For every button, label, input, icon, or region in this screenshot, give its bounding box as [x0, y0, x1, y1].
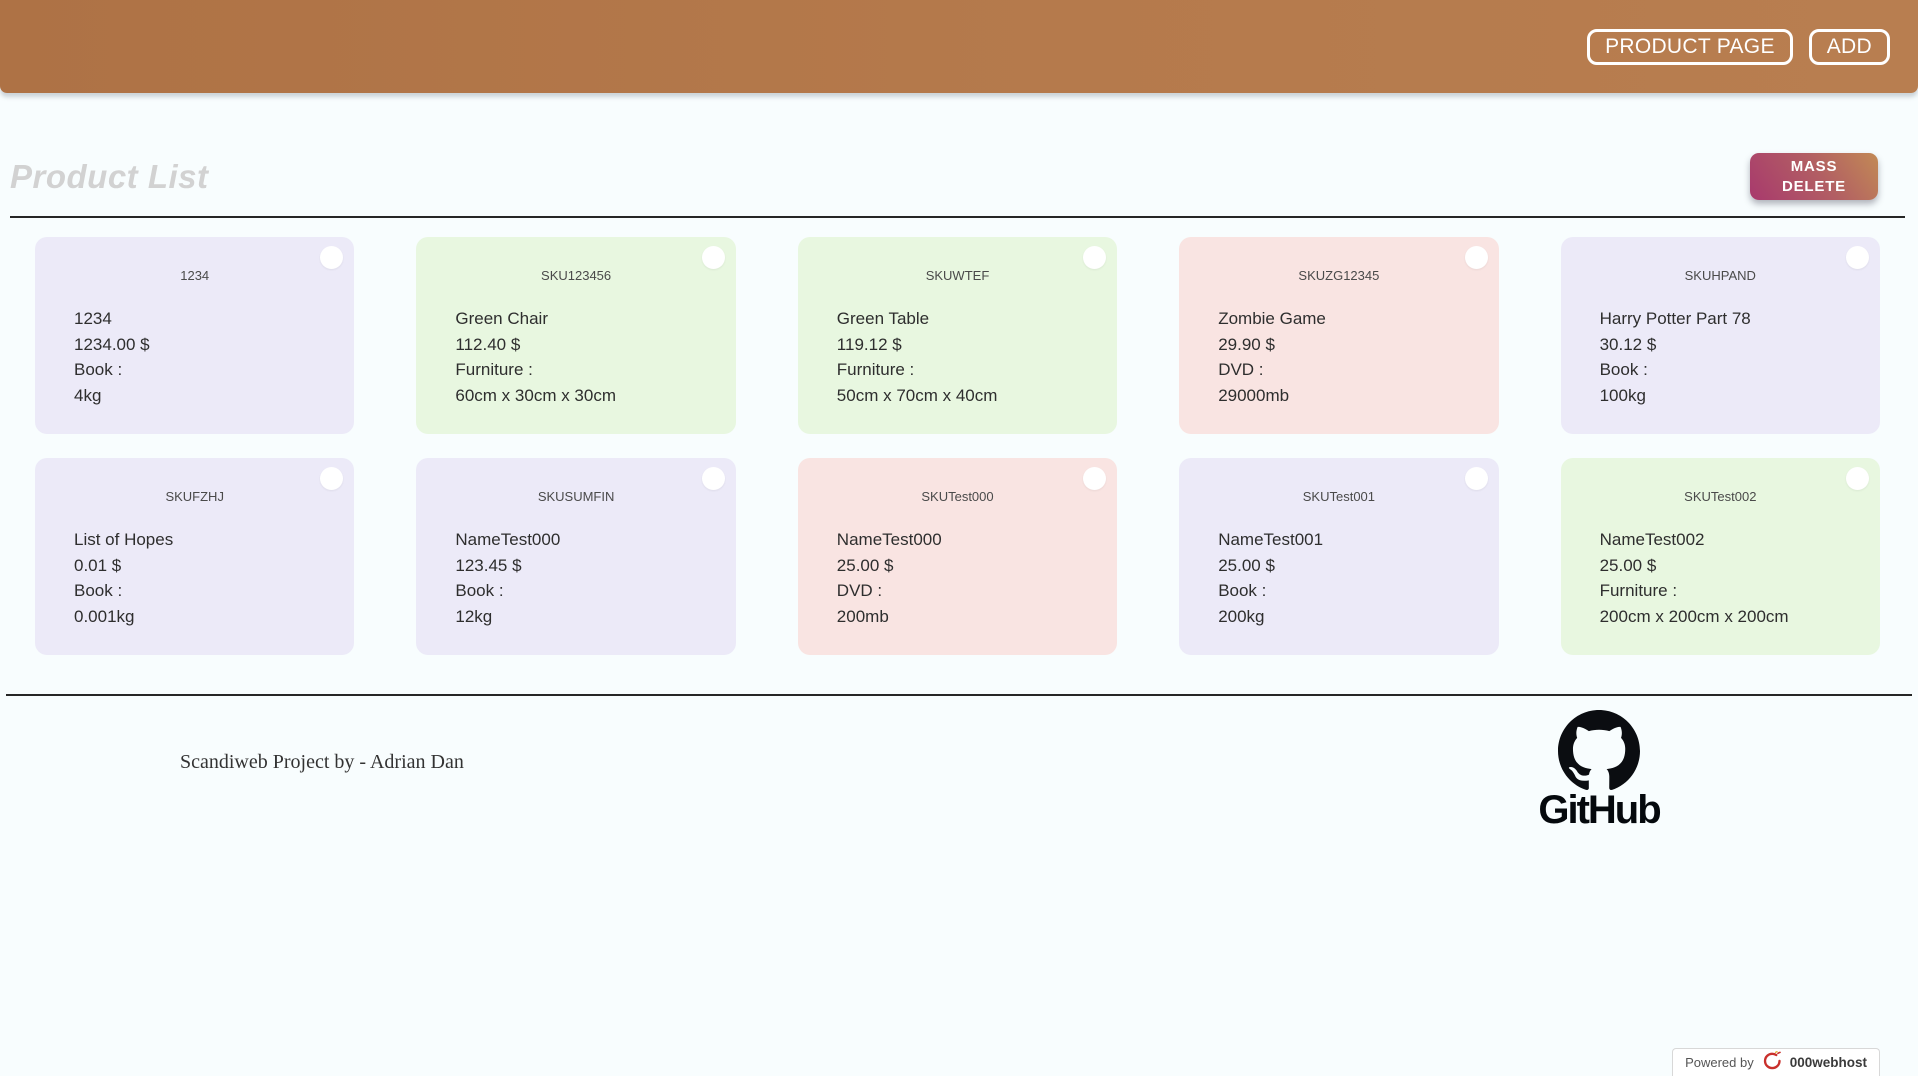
- page-title: Product List: [10, 157, 209, 195]
- product-name: Harry Potter Part 78: [1599, 309, 1751, 328]
- product-category: Furniture :: [836, 360, 915, 379]
- product-page-button[interactable]: PRODUCT PAGE: [1587, 28, 1793, 65]
- product-select-checkbox[interactable]: [1845, 467, 1869, 490]
- webhost-logo-icon: [1761, 1050, 1783, 1075]
- product-card[interactable]: SKUWTEF Green Table 119.12 $ Furniture : 50c…: [797, 237, 1118, 434]
- product-category: Book :: [74, 581, 123, 600]
- product-name: NameTest001: [1218, 530, 1324, 549]
- product-price: 25.00 $: [1599, 555, 1657, 575]
- product-attribute: 60cm x 30cm x 30cm: [455, 385, 616, 405]
- product-select-checkbox[interactable]: [1083, 467, 1107, 490]
- product-name: NameTest000: [455, 530, 561, 549]
- product-sku: SKUHPAND: [1684, 268, 1756, 283]
- product-name: NameTest000: [836, 530, 942, 549]
- product-price: 119.12 $: [836, 334, 902, 354]
- product-card[interactable]: SKU123456 Green Chair 112.40 $ Furniture : 6…: [416, 237, 736, 434]
- product-category: Furniture :: [1599, 581, 1678, 600]
- product-name: Green Chair: [455, 309, 548, 328]
- github-octocat-icon: [1537, 710, 1661, 792]
- product-select-checkbox[interactable]: [701, 246, 725, 269]
- product-price: 0.01 $: [74, 555, 122, 575]
- product-category: Book :: [455, 581, 504, 600]
- product-price: 30.12 $: [1599, 334, 1657, 354]
- product-details: Green Chair 112.40 $ Furniture : 60cm x 30c…: [455, 306, 727, 408]
- product-card[interactable]: 1234 1234 1234.00 $ Book : 4kg: [35, 237, 355, 434]
- product-sku: SKUWTEF: [925, 268, 990, 283]
- github-label: GitHub: [1538, 788, 1661, 832]
- webhost-brand-text: 000webhost: [1789, 1055, 1867, 1070]
- product-sku: 1234: [180, 268, 210, 283]
- product-select-checkbox[interactable]: [1845, 246, 1869, 269]
- product-details: 1234 1234.00 $ Book : 4kg: [74, 306, 346, 408]
- footer-divider: [6, 694, 1912, 696]
- product-category: DVD :: [836, 581, 883, 600]
- product-sku: SKUTest002: [1684, 489, 1757, 504]
- product-card[interactable]: SKUTest000 NameTest000 25.00 $ DVD : 200mb: [797, 458, 1118, 655]
- product-details: NameTest000 25.00 $ DVD : 200mb: [837, 527, 1109, 629]
- product-price: 1234.00 $: [74, 334, 150, 354]
- product-name: 1234: [74, 309, 112, 328]
- product-details: Zombie Game 29.90 $ DVD : 29000mb: [1218, 306, 1490, 408]
- product-details: NameTest002 25.00 $ Furniture : 200cm x 200…: [1600, 527, 1872, 629]
- product-name: List of Hopes: [74, 530, 174, 549]
- product-attribute: 200kg: [1218, 606, 1265, 626]
- product-sku: SKUTest001: [1302, 489, 1376, 504]
- footer: Scandiweb Project by - Adrian Dan GitHub: [0, 696, 1918, 1026]
- product-price: 25.00 $: [836, 555, 894, 575]
- product-name: NameTest002: [1599, 530, 1705, 549]
- product-card[interactable]: SKUTest002 NameTest002 25.00 $ Furniture : 2…: [1560, 458, 1880, 655]
- product-card[interactable]: SKUTest001 NameTest001 25.00 $ Book : 200kg: [1179, 458, 1499, 655]
- product-category: DVD :: [1218, 360, 1264, 379]
- product-details: Green Table 119.12 $ Furniture : 50cm x 70c…: [837, 306, 1109, 408]
- product-details: List of Hopes 0.01 $ Book : 0.001kg: [74, 527, 346, 629]
- product-details: NameTest000 123.45 $ Book : 12kg: [455, 527, 727, 629]
- product-attribute: 200cm x 200cm x 200cm: [1599, 606, 1789, 626]
- product-price: 29.90 $: [1218, 334, 1275, 354]
- product-details: Harry Potter Part 78 30.12 $ Book : 100kg: [1600, 306, 1872, 408]
- github-link[interactable]: GitHub: [1537, 710, 1662, 833]
- app-header: PRODUCT PAGE ADD: [0, 0, 1918, 93]
- product-name: Green Table: [836, 309, 930, 328]
- powered-by-badge[interactable]: Powered by 000webhost: [1672, 1048, 1880, 1076]
- product-sku: SKUFZHJ: [165, 489, 224, 504]
- product-details: NameTest001 25.00 $ Book : 200kg: [1218, 527, 1490, 629]
- product-attribute: 4kg: [74, 385, 102, 405]
- product-price: 25.00 $: [1218, 555, 1275, 575]
- product-category: Book :: [1218, 581, 1267, 600]
- product-select-checkbox[interactable]: [320, 467, 344, 490]
- product-select-checkbox[interactable]: [320, 246, 344, 269]
- product-name: Zombie Game: [1218, 309, 1326, 328]
- product-select-checkbox[interactable]: [701, 467, 725, 490]
- main-content: Product List MASS DELETE 1234 1234 1234.00…: [0, 153, 1918, 1026]
- product-attribute: 29000mb: [1218, 385, 1290, 405]
- product-attribute: 200mb: [836, 606, 889, 626]
- add-button[interactable]: ADD: [1808, 28, 1890, 65]
- footer-credit: Scandiweb Project by - Adrian Dan: [180, 751, 464, 773]
- product-sku: SKU123456: [541, 268, 612, 283]
- product-price: 112.40 $: [455, 334, 521, 354]
- product-card[interactable]: SKUFZHJ List of Hopes 0.01 $ Book : 0.001kg: [35, 458, 355, 655]
- product-select-checkbox[interactable]: [1464, 246, 1488, 269]
- product-sku: SKUSUMFIN: [537, 489, 615, 504]
- product-card[interactable]: SKUZG12345 Zombie Game 29.90 $ DVD : 29000mb: [1179, 237, 1499, 434]
- product-attribute: 50cm x 70cm x 40cm: [836, 385, 998, 405]
- product-attribute: 12kg: [455, 606, 493, 626]
- product-card[interactable]: SKUSUMFIN NameTest000 123.45 $ Book : 12kg: [416, 458, 736, 655]
- product-category: Book :: [1599, 360, 1648, 379]
- product-grid: 1234 1234 1234.00 $ Book : 4kg SKU123456 Green…: [35, 237, 1880, 655]
- mass-delete-button[interactable]: MASS DELETE: [1750, 153, 1878, 200]
- product-select-checkbox[interactable]: [1464, 467, 1488, 490]
- product-sku: SKUZG12345: [1298, 268, 1380, 283]
- product-attribute: 100kg: [1599, 385, 1646, 405]
- toolbar-divider: [10, 216, 1905, 218]
- product-select-checkbox[interactable]: [1083, 246, 1107, 269]
- product-card[interactable]: SKUHPAND Harry Potter Part 78 30.12 $ Book …: [1560, 237, 1880, 434]
- product-category: Furniture :: [455, 360, 533, 379]
- product-attribute: 0.001kg: [74, 606, 135, 626]
- product-sku: SKUTest000: [921, 489, 994, 504]
- toolbar: Product List MASS DELETE: [10, 153, 1878, 200]
- product-price: 123.45 $: [455, 555, 522, 575]
- product-category: Book :: [74, 360, 123, 379]
- powered-by-text: Powered by: [1685, 1055, 1754, 1070]
